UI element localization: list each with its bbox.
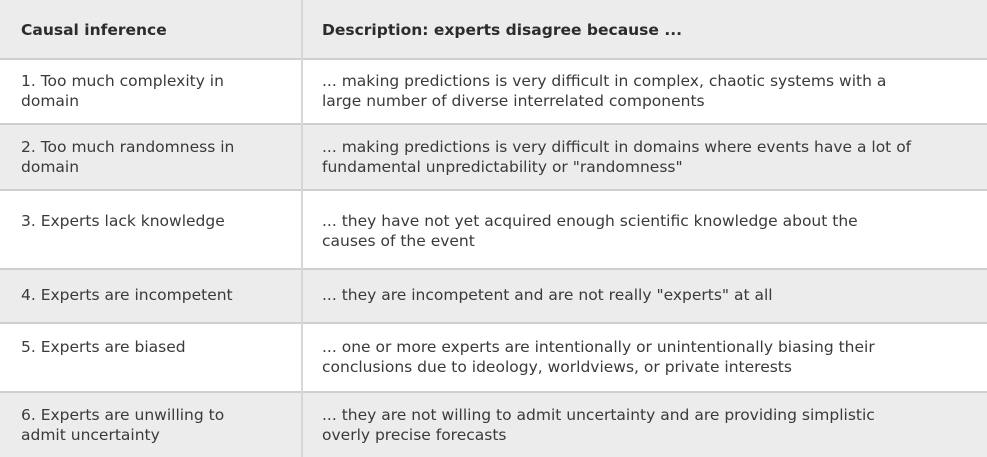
row-divider (0, 123, 987, 125)
row-6-inference-line-2: admit uncertainty (21, 426, 160, 444)
row-4-description-line-1: ... they are incompetent and are not rea… (322, 286, 773, 304)
table-header-row (0, 0, 987, 59)
column-divider (301, 0, 303, 457)
row-1-description-line-2: large number of diverse interrelated com… (322, 92, 705, 110)
row-6-description-line-2: overly precise forecasts (322, 426, 507, 444)
table-row (0, 125, 987, 189)
row-divider (0, 189, 987, 191)
row-1-description-line-1: ... making predictions is very difficult… (322, 72, 887, 90)
row-2-inference-line-1: 2. Too much randomness in (21, 138, 235, 156)
header-causal-inference: Causal inference (21, 21, 167, 39)
table-row (0, 270, 987, 322)
row-3-inference-line-1: 3. Experts lack knowledge (21, 212, 225, 230)
row-6-inference-line-1: 6. Experts are unwilling to (21, 406, 225, 424)
row-divider (0, 322, 987, 324)
table-row (0, 324, 987, 391)
row-1-inference-line-1: 1. Too much complexity in (21, 72, 224, 90)
header-divider (0, 58, 987, 60)
row-6-description-line-1: ... they are not willing to admit uncert… (322, 406, 875, 424)
row-2-description-line-1: ... making predictions is very difficult… (322, 138, 912, 156)
row-2-description-line-2: fundamental unpredictability or "randomn… (322, 158, 683, 176)
header-description: Description: experts disagree because ..… (322, 21, 682, 39)
row-5-description-line-2: conclusions due to ideology, worldviews,… (322, 358, 792, 376)
table-row (0, 191, 987, 268)
row-divider (0, 268, 987, 270)
row-divider (0, 391, 987, 393)
table-row (0, 60, 987, 123)
row-2-inference-line-2: domain (21, 158, 80, 176)
row-3-description-line-2: causes of the event (322, 232, 475, 250)
row-4-inference-line-1: 4. Experts are incompetent (21, 286, 233, 304)
table-row (0, 393, 987, 457)
row-5-description-line-1: ... one or more experts are intentionall… (322, 338, 875, 356)
row-1-inference-line-2: domain (21, 92, 80, 110)
row-3-description-line-1: ... they have not yet acquired enough sc… (322, 212, 858, 230)
row-5-inference-line-1: 5. Experts are biased (21, 338, 186, 356)
